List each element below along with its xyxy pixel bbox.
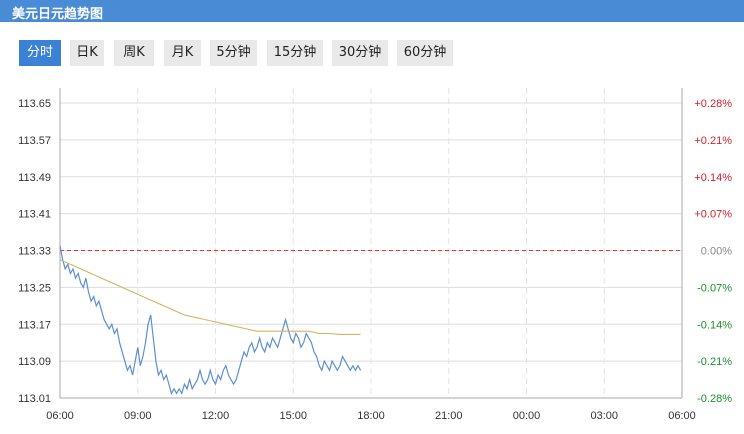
y-right-tick-label: +0.21% bbox=[694, 135, 732, 147]
x-tick-label: 06:00 bbox=[46, 410, 74, 422]
y-tick-label: 113.33 bbox=[18, 246, 51, 258]
x-tick-label: 06:00 bbox=[668, 410, 696, 422]
y-right-tick-label: -0.21% bbox=[697, 356, 732, 368]
tab-daily-k[interactable]: 日K bbox=[70, 40, 104, 66]
average-price-line bbox=[59, 259, 361, 335]
x-tick-label: 12:00 bbox=[202, 410, 230, 422]
y-tick-label: 113.01 bbox=[18, 393, 51, 405]
y-tick-label: 113.41 bbox=[18, 209, 51, 221]
y-right-tick-label: -0.28% bbox=[697, 393, 732, 405]
x-tick-label: 18:00 bbox=[357, 410, 385, 422]
y-right-tick-label: +0.07% bbox=[694, 209, 732, 221]
y-tick-label: 113.25 bbox=[18, 282, 51, 294]
y-tick-label: 113.09 bbox=[18, 356, 51, 368]
y-tick-label: 113.57 bbox=[18, 135, 51, 147]
x-tick-label: 00:00 bbox=[513, 410, 541, 422]
y-right-tick-label: +0.14% bbox=[694, 172, 732, 184]
x-tick-label: 21:00 bbox=[435, 410, 463, 422]
y-tick-label: 113.17 bbox=[18, 319, 51, 331]
chart-header: 美元日元趋势图 bbox=[0, 0, 744, 22]
y-tick-label: 113.65 bbox=[18, 98, 51, 110]
tab-monthly-k[interactable]: 月K bbox=[164, 40, 201, 66]
x-tick-label: 15:00 bbox=[279, 410, 307, 422]
tab-weekly-k[interactable]: 周K bbox=[114, 40, 154, 66]
y-right-tick-label: 0.00% bbox=[701, 246, 732, 258]
tab-60min[interactable]: 60分钟 bbox=[397, 40, 453, 66]
y-right-tick-label: -0.14% bbox=[697, 319, 732, 331]
x-tick-label: 03:00 bbox=[590, 410, 618, 422]
x-tick-label: 09:00 bbox=[124, 410, 152, 422]
y-tick-label: 113.49 bbox=[18, 172, 51, 184]
tab-30min[interactable]: 30分钟 bbox=[332, 40, 388, 66]
chart-title: 美元日元趋势图 bbox=[12, 7, 104, 22]
price-line bbox=[59, 245, 362, 395]
y-right-tick-label: +0.28% bbox=[694, 98, 732, 110]
y-right-tick-label: -0.07% bbox=[697, 282, 732, 294]
tab-15min[interactable]: 15分钟 bbox=[267, 40, 323, 66]
tab-intraday[interactable]: 分时 bbox=[19, 40, 61, 66]
tab-5min[interactable]: 5分钟 bbox=[210, 40, 257, 66]
